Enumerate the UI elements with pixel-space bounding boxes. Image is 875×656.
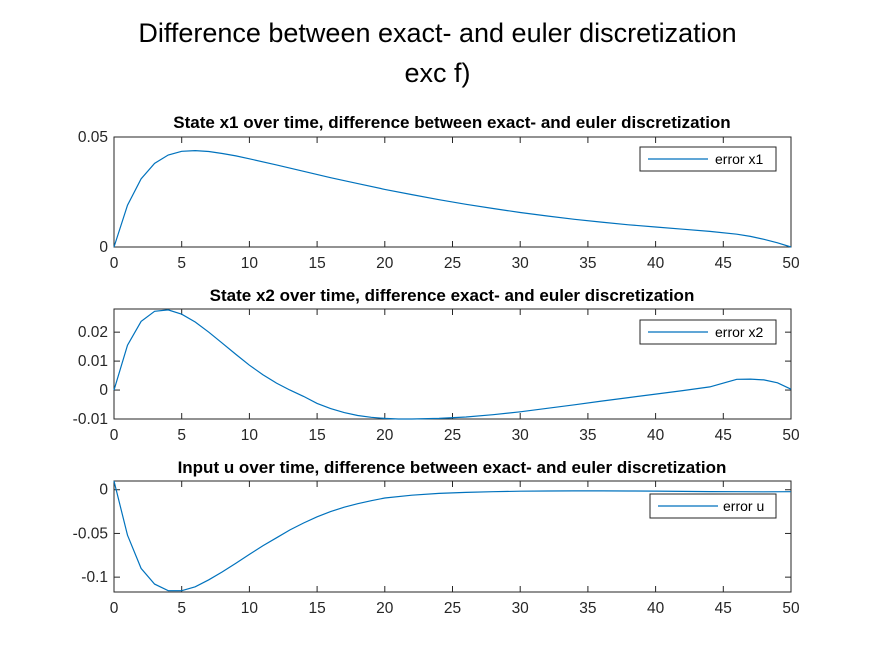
subplot-x2-legend-label: error x2 — [715, 324, 763, 340]
subplot-x2-xtick-label: 35 — [579, 427, 596, 444]
subplot-x2-title: State x2 over time, difference exact- an… — [210, 286, 695, 305]
subplot-x1-ytick-label: 0 — [99, 239, 108, 256]
subplot-u-ticks: 0 5 10 15 20 25 30 35 40 45 50 -0.1 -0.05 0 — [73, 481, 800, 617]
subplot-x2-xtick-label: 25 — [444, 427, 461, 444]
subplot-x2-xtick-label: 5 — [177, 427, 186, 444]
subplot-x1-xtick-label: 0 — [110, 255, 119, 272]
subplot-u-xtick-label: 20 — [376, 600, 394, 617]
subplot-x2-xtick-label: 0 — [110, 427, 119, 444]
subplot-x2-legend: error x2 — [639, 319, 777, 345]
subplot-u-legend-label: error u — [723, 498, 764, 514]
subplot-x1-xtick-label: 40 — [647, 255, 665, 272]
subplot-x2: State x2 over time, difference exact- an… — [73, 286, 800, 444]
subplot-x1-xtick-label: 50 — [782, 255, 800, 272]
subplot-u-title: Input u over time, difference between ex… — [178, 458, 727, 477]
subplot-x2-xtick-label: 40 — [647, 427, 665, 444]
subplot-u: Input u over time, difference between ex… — [73, 458, 800, 617]
subplot-u-xtick-label: 35 — [579, 600, 596, 617]
subplot-u-xtick-label: 0 — [110, 600, 119, 617]
subplot-u-xtick-label: 25 — [444, 600, 461, 617]
subplot-x1-xtick-label: 30 — [512, 255, 530, 272]
subplot-x1-xtick-label: 5 — [177, 255, 186, 272]
subplot-x1-ytick-label: 0.05 — [78, 129, 108, 146]
subplot-x1-series-line — [113, 149, 792, 248]
subplot-x1-ticks: 0 5 10 15 20 25 30 35 40 45 50 0 0.05 — [78, 129, 800, 272]
subplot-u-xtick-label: 10 — [241, 600, 259, 617]
subplot-x2-xtick-label: 50 — [782, 427, 800, 444]
figure-title-line2: exc f) — [404, 58, 470, 88]
subplot-x2-xtick-label: 15 — [308, 427, 325, 444]
subplot-u-xtick-label: 5 — [177, 600, 186, 617]
subplot-x2-ytick-label: 0.01 — [78, 353, 108, 370]
subplot-u-xtick-label: 30 — [512, 600, 530, 617]
subplot-x2-xtick-label: 30 — [512, 427, 530, 444]
subplot-u-ytick-label: 0 — [99, 482, 108, 499]
subplot-x2-ytick-label: 0 — [99, 382, 108, 399]
subplot-x2-xtick-label: 20 — [376, 427, 394, 444]
subplot-x1-legend-label: error x1 — [715, 151, 763, 167]
subplot-u-xtick-label: 15 — [308, 600, 325, 617]
subplot-x1-xtick-label: 25 — [444, 255, 461, 272]
subplot-x1-xtick-label: 15 — [308, 255, 325, 272]
subplot-u-ytick-label: -0.05 — [73, 525, 108, 542]
subplot-x2-xtick-label: 10 — [241, 427, 259, 444]
subplot-u-legend: error u — [649, 493, 777, 519]
subplot-u-series-line — [113, 480, 792, 592]
subplot-x1-legend: error x1 — [639, 146, 777, 172]
subplot-x1-xtick-label: 20 — [376, 255, 394, 272]
subplot-u-xtick-label: 50 — [782, 600, 800, 617]
subplot-x1-xtick-label: 35 — [579, 255, 596, 272]
subplot-x2-xtick-label: 45 — [715, 427, 732, 444]
subplot-x1-xtick-label: 10 — [241, 255, 259, 272]
subplot-x2-series-line — [113, 309, 792, 420]
subplot-x2-ytick-label: 0.02 — [78, 324, 108, 341]
subplot-x1-title: State x1 over time, difference between e… — [173, 113, 730, 132]
subplot-x1-xtick-label: 45 — [715, 255, 732, 272]
subplot-u-xtick-label: 45 — [715, 600, 732, 617]
subplot-x1: State x1 over time, difference between e… — [78, 113, 800, 272]
figure-title-line1: Difference between exact- and euler disc… — [138, 18, 736, 48]
subplot-u-ytick-label: -0.1 — [81, 569, 108, 586]
subplot-x2-ytick-label: -0.01 — [73, 411, 108, 428]
subplot-u-xtick-label: 40 — [647, 600, 665, 617]
